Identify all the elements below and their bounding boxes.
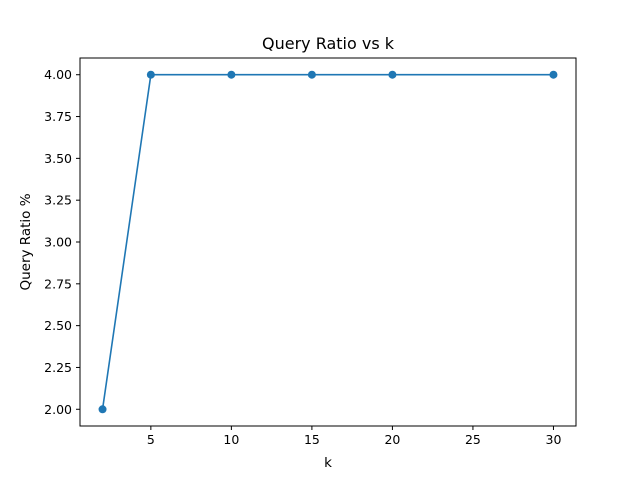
x-tick-label: 5 [147, 432, 155, 447]
y-tick-label: 3.00 [44, 235, 72, 250]
y-tick-label: 2.50 [44, 318, 72, 333]
data-point [388, 70, 397, 79]
y-tick-label: 2.25 [44, 360, 72, 375]
data-point [227, 70, 236, 79]
y-tick-label: 2.00 [44, 402, 72, 417]
y-axis-label: Query Ratio % [18, 193, 34, 290]
plot-area: 5 10 15 20 25 30 2.00 2.25 2.50 2.75 3.00 3.25 3.50 3… [44, 57, 577, 447]
data-point [307, 70, 316, 79]
x-tick-label: 20 [384, 432, 400, 447]
y-tick-label: 3.50 [44, 151, 72, 166]
chart-title: Query Ratio vs k [262, 34, 395, 53]
y-tick-label: 2.75 [44, 276, 72, 291]
x-tick-label: 10 [223, 432, 239, 447]
x-axis-label: k [324, 455, 332, 471]
x-tick-label: 25 [465, 432, 481, 447]
x-tick-label: 15 [304, 432, 320, 447]
y-tick-label: 3.25 [44, 193, 72, 208]
y-tick-label: 3.75 [44, 109, 72, 124]
x-tick-label: 30 [546, 432, 562, 447]
series-line [101, 73, 554, 410]
data-point [549, 70, 558, 79]
data-point [98, 405, 107, 414]
data-point [146, 70, 155, 79]
axes-frame [79, 57, 577, 427]
y-tick-label: 4.00 [44, 67, 72, 82]
